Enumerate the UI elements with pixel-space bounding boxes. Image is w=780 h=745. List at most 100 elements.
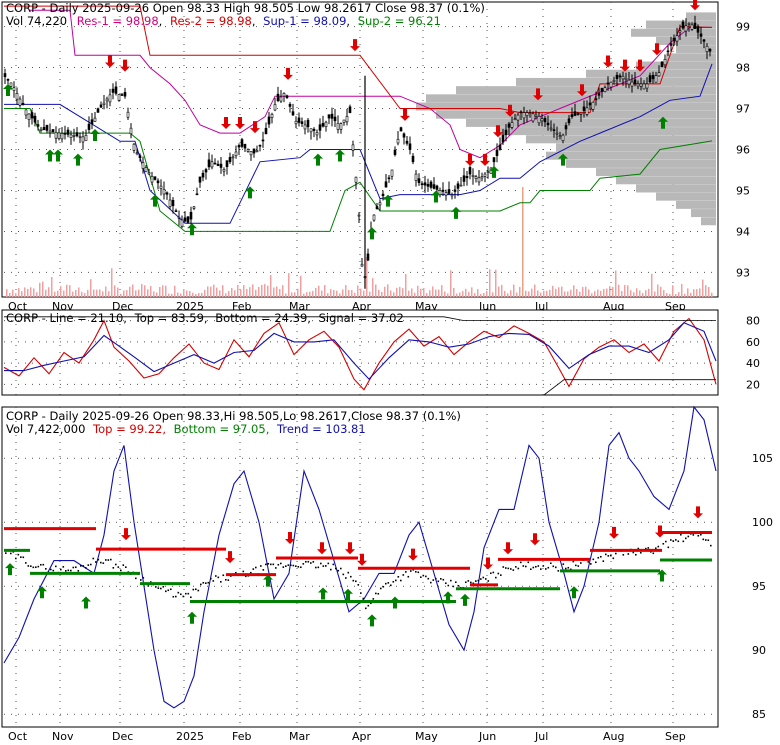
sell-arrow	[285, 531, 295, 544]
svg-text:Vol 74,220 Res-1 = 98.98,: Vol 74,220 Res-1 = 98.98, Res-2 = 98.98,…	[6, 14, 441, 28]
trend-price-dot	[245, 575, 247, 578]
volume-bar	[711, 292, 713, 297]
trend-price-dot	[537, 565, 540, 567]
volume-bar	[261, 284, 263, 297]
price-y-tick-label: 96	[736, 144, 750, 157]
candle-body	[435, 185, 439, 190]
volume-bar	[612, 286, 614, 297]
trend-price-dot	[37, 565, 40, 568]
candle-body	[414, 173, 418, 181]
trend-price-dot	[285, 565, 287, 567]
buy-arrow	[53, 149, 63, 162]
trend-price-dot	[355, 580, 357, 583]
sell-arrow	[480, 153, 490, 166]
trend-price-dot	[260, 565, 262, 567]
sell-arrow	[620, 59, 630, 72]
trend-x-tick-label: Dec	[112, 730, 133, 743]
trend-price-dot	[647, 547, 650, 549]
trend-price-dot	[520, 561, 522, 564]
sell-arrow	[105, 55, 115, 68]
volume-bar	[666, 293, 668, 297]
buy-arrow	[390, 596, 400, 609]
volume-bar	[255, 289, 257, 297]
sell-arrow	[603, 55, 613, 68]
osc-y-tick-label: 60	[746, 336, 760, 349]
candle-body	[351, 144, 355, 151]
volume-bar	[591, 293, 593, 297]
volume-bar	[237, 284, 239, 297]
trend-price-dot	[297, 566, 300, 568]
trend-price-dot	[325, 565, 327, 567]
candle-body	[63, 132, 67, 135]
candle-body	[606, 82, 610, 85]
price-header-sup1: Sup-1 = 98.09	[263, 14, 346, 28]
buy-arrow	[367, 614, 377, 627]
volume-profile-bar	[586, 69, 716, 78]
trend-x-tick-label: 2025	[176, 730, 204, 743]
volume-bar	[531, 288, 533, 297]
volume-bar	[438, 289, 440, 297]
volume-bar	[270, 275, 272, 297]
volume-profile-bar	[516, 77, 716, 86]
volume-profile-bar	[656, 192, 716, 201]
volume-bar	[363, 290, 365, 297]
trend-price-dot	[300, 566, 302, 569]
volume-bar	[99, 289, 101, 297]
volume-bar	[75, 289, 77, 297]
volume-bar	[96, 289, 98, 297]
volume-bar	[480, 293, 482, 297]
support-resistance-lines	[4, 5, 713, 232]
trend-price-dot	[482, 576, 485, 579]
trend-price-dot	[362, 597, 365, 600]
volume-bar	[357, 285, 359, 297]
trend-price-dot	[375, 592, 377, 595]
sell-arrow	[655, 525, 665, 538]
candle-body	[513, 118, 517, 121]
candle-body	[510, 122, 514, 128]
candle-body	[630, 81, 634, 87]
volume-bar	[60, 286, 62, 297]
sell-arrow	[250, 121, 260, 134]
candle-body	[342, 119, 346, 123]
candle-body	[30, 112, 34, 119]
volume-bar	[423, 287, 425, 297]
buy-arrow	[5, 563, 15, 576]
trend-price-dot	[272, 563, 275, 566]
candle-body	[408, 143, 412, 150]
trend-x-tick-label: Jul	[534, 730, 548, 743]
volume-bar	[171, 293, 173, 297]
trend-price-dot	[622, 554, 625, 556]
volume-bar	[147, 289, 149, 297]
trend-price-dot	[287, 564, 290, 566]
volume-bar	[30, 287, 32, 297]
trend-price-dot	[10, 552, 12, 555]
trend-price-dot	[150, 581, 152, 583]
trend-price-dot	[290, 564, 292, 567]
trend-price-dot	[45, 568, 47, 570]
candle-body	[255, 150, 259, 152]
trend-price-dot	[175, 595, 177, 598]
volume-bar	[669, 293, 671, 297]
trend-signal-arrows	[5, 506, 703, 627]
trend-price-dot	[77, 570, 80, 572]
sell-arrow	[408, 548, 418, 561]
trend-price-dot	[367, 604, 370, 607]
trend-y-tick-label: 105	[752, 452, 773, 465]
trend-price-dot	[5, 552, 7, 554]
candle-body	[93, 117, 97, 122]
trend-price-dot	[335, 567, 337, 570]
trend-price-dot	[310, 562, 312, 564]
trend-price-dot	[572, 560, 575, 563]
candle-body	[387, 177, 391, 180]
candle-body	[243, 143, 247, 149]
candle-body	[207, 159, 211, 168]
volume-bar	[540, 292, 542, 297]
trend-price-dot	[412, 569, 415, 571]
trend-price-dot	[707, 539, 710, 542]
trend-price-dot	[670, 539, 672, 541]
candle-body	[492, 157, 496, 163]
candle-body	[645, 83, 649, 89]
trend-price-dot	[225, 578, 227, 581]
trend-price-dot	[422, 574, 425, 577]
buy-arrow	[187, 223, 197, 236]
